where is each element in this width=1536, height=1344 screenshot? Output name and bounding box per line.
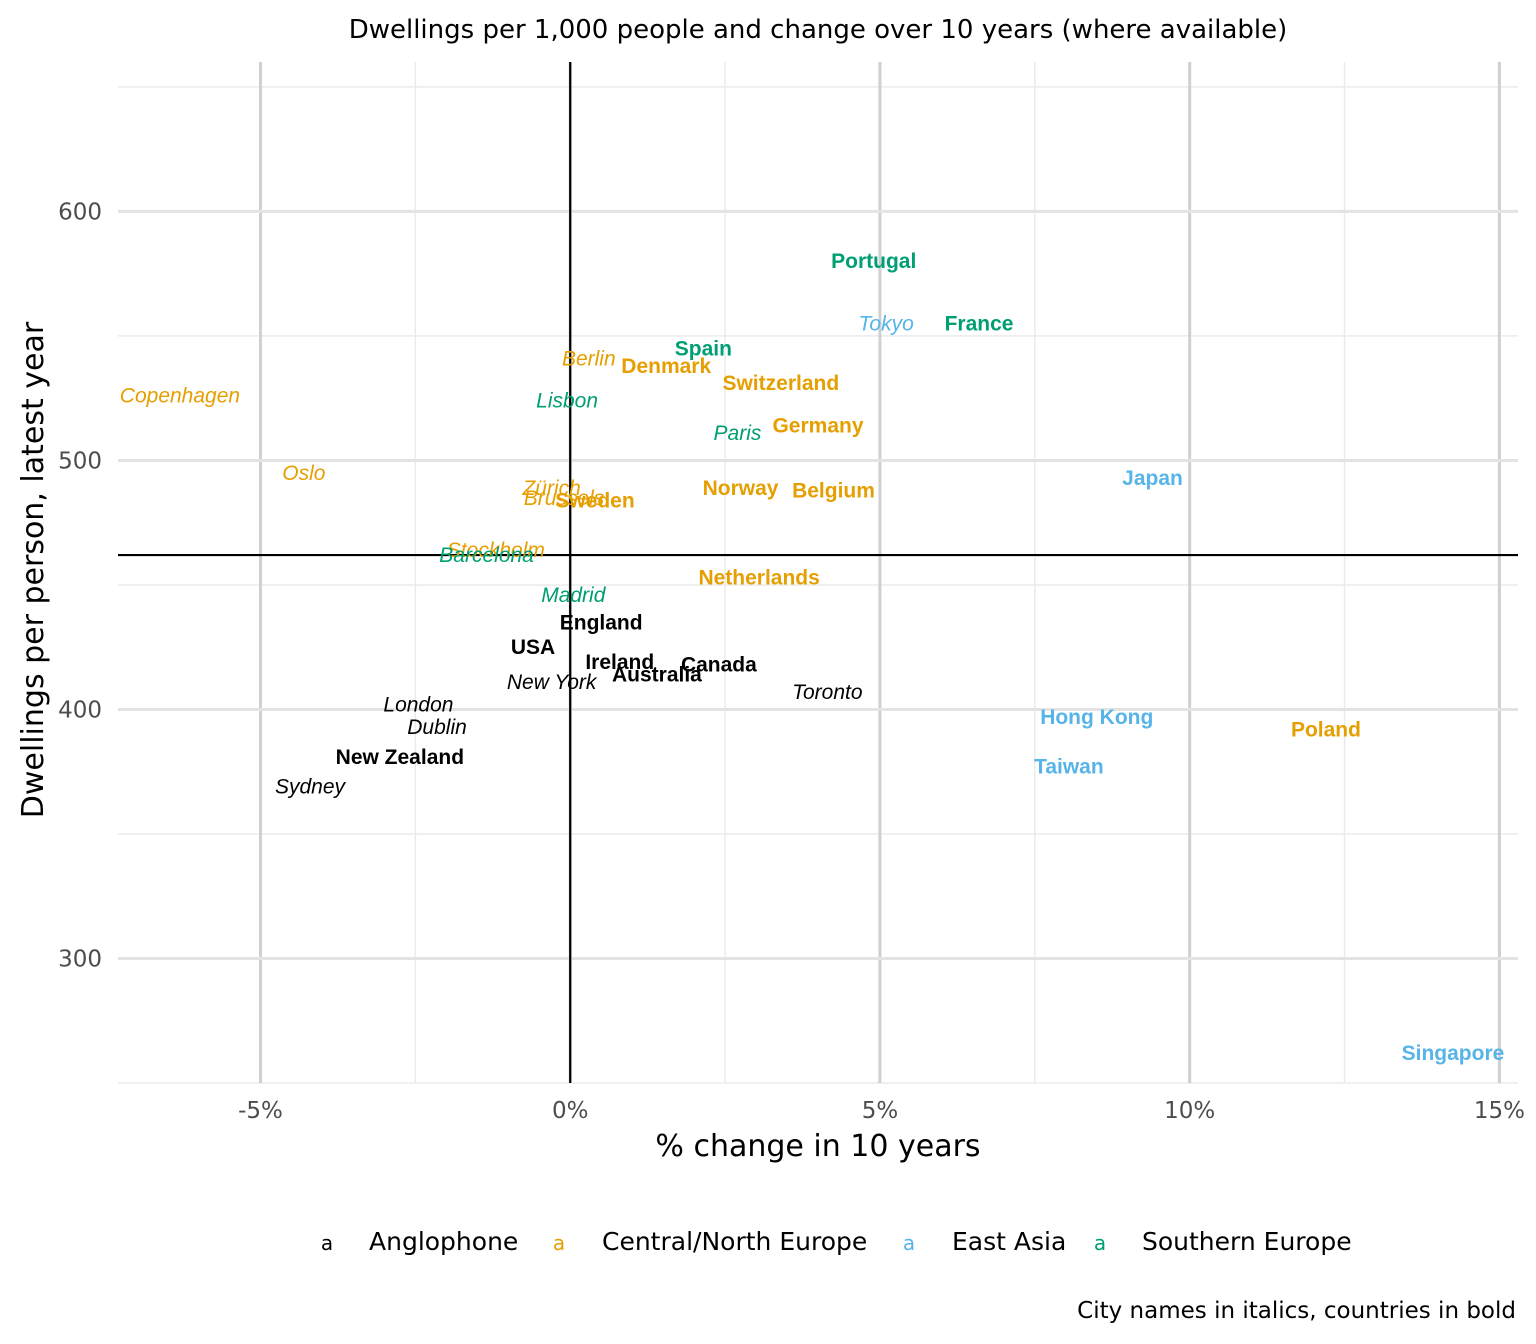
point-label: Singapore	[1402, 1042, 1505, 1065]
y-tick-label: 300	[58, 946, 102, 972]
point-label: Belgium	[792, 479, 875, 502]
point-label: Sydney	[275, 776, 347, 799]
point-label: Spain	[675, 337, 732, 360]
x-axis-title: % change in 10 years	[655, 1129, 980, 1164]
point-label: Switzerland	[722, 372, 839, 395]
y-tick-label: 400	[58, 697, 102, 723]
y-tick-label: 600	[58, 199, 102, 225]
point-label: Toronto	[792, 681, 863, 704]
point-label: Copenhagen	[120, 385, 240, 408]
point-label: Australia	[612, 664, 702, 687]
reference-lines	[118, 62, 1518, 1083]
point-label: Ireland	[585, 651, 654, 674]
point-label: Dublin	[407, 716, 467, 739]
point-label: New York	[507, 671, 598, 694]
point-label: USA	[511, 636, 555, 659]
legend-key: a	[1094, 1231, 1106, 1255]
point-label: Stockholm	[447, 539, 545, 562]
chart-title: Dwellings per 1,000 people and change ov…	[349, 15, 1288, 45]
x-axis-ticks: -5% 0% 5% 10% 15%	[238, 1098, 1525, 1124]
point-label: Lisbon	[536, 390, 598, 413]
y-tick-label: 500	[58, 448, 102, 474]
point-label: Tokyo	[859, 312, 915, 335]
caption: City names in italics, countries in bold	[1077, 1298, 1516, 1324]
legend-key: a	[903, 1231, 915, 1255]
x-tick-label: 5%	[862, 1098, 899, 1124]
point-label: Brussels	[524, 487, 605, 510]
point-label: Norway	[703, 477, 779, 500]
minor-gridlines	[118, 62, 1518, 1084]
point-label: France	[945, 312, 1014, 335]
legend-key: a	[321, 1231, 333, 1255]
point-label: Sweden	[555, 489, 634, 512]
legend-label: Southern Europe	[1142, 1227, 1352, 1256]
point-label: Zürich	[521, 477, 580, 500]
x-tick-label: 0%	[552, 1098, 589, 1124]
point-label: Barcelona	[439, 544, 534, 567]
legend-label: Central/North Europe	[602, 1227, 867, 1256]
x-tick-label: 10%	[1164, 1098, 1215, 1124]
point-label: New Zealand	[336, 746, 464, 769]
point-label: Portugal	[831, 250, 916, 273]
legend-label: East Asia	[952, 1227, 1066, 1256]
legend-key: a	[553, 1231, 565, 1255]
point-label: England	[560, 611, 643, 634]
legend: a Anglophone a Central/North Europe a East As…	[321, 1227, 1352, 1256]
point-label: Canada	[681, 654, 757, 677]
point-label: Taiwan	[1034, 756, 1104, 779]
point-label: Netherlands	[698, 566, 819, 589]
point-label: Berlin	[562, 347, 616, 370]
point-label: Germany	[772, 415, 863, 438]
point-label: Madrid	[541, 584, 607, 607]
point-label: Oslo	[282, 462, 326, 485]
x-tick-label: -5%	[238, 1098, 283, 1124]
point-label: Poland	[1291, 718, 1361, 741]
y-axis-ticks: 300 400 500 600	[58, 199, 102, 972]
point-label: Denmark	[621, 355, 711, 378]
point-label: Hong Kong	[1040, 706, 1153, 729]
point-label: London	[383, 693, 453, 716]
point-label: Paris	[714, 422, 762, 445]
data-points: Copenhagen Oslo Berlin Denmark Switzerland Ge…	[120, 250, 1504, 1065]
y-axis-title: Dwellings per person, latest year	[16, 321, 51, 818]
legend-label: Anglophone	[369, 1227, 518, 1256]
point-label: Japan	[1122, 467, 1183, 490]
x-tick-label: 15%	[1474, 1098, 1525, 1124]
